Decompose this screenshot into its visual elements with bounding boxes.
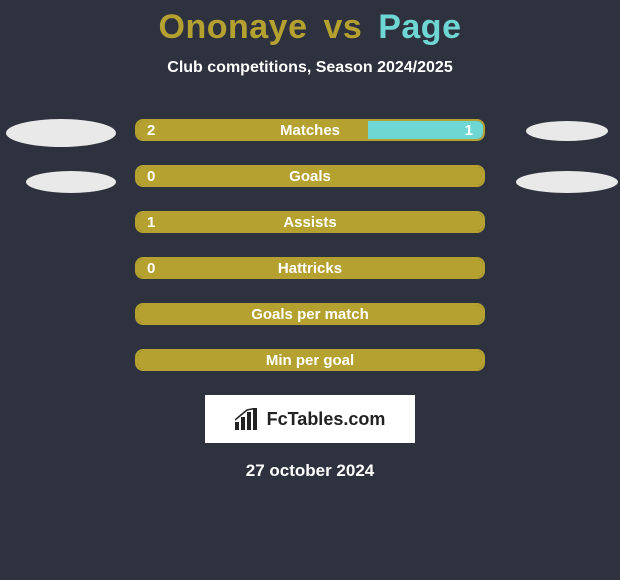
bar-segment <box>368 121 483 139</box>
right-ellipse-2 <box>516 171 618 193</box>
bar-segment <box>137 351 483 369</box>
bar-row: Goals0 <box>135 165 485 187</box>
logo-text: FcTables.com <box>267 409 386 430</box>
bar-row: Assists1 <box>135 211 485 233</box>
logo-box: FcTables.com <box>205 395 415 443</box>
player1-name: Ononaye <box>159 8 308 46</box>
bar-segment <box>137 213 483 231</box>
subtitle: Club competitions, Season 2024/2025 <box>0 59 620 77</box>
bar-chart-icon <box>235 408 261 430</box>
left-ellipse-2 <box>26 171 116 193</box>
player2-name: Page <box>378 8 461 46</box>
bar-row: Goals per match <box>135 303 485 325</box>
date-text: 27 october 2024 <box>0 461 620 481</box>
bar-row: Matches21 <box>135 119 485 141</box>
bar-row: Hattricks0 <box>135 257 485 279</box>
chart-area: Matches21 Goals0 Assists1 Hattricks0 Goals p… <box>0 119 620 371</box>
bar-segment <box>137 259 483 277</box>
right-ellipse-1 <box>526 121 608 141</box>
left-ellipse-1 <box>6 119 116 147</box>
bar-segment <box>137 121 368 139</box>
comparison-title: Ononaye vs Page <box>0 0 620 47</box>
bar-segment <box>137 305 483 323</box>
bar-row: Min per goal <box>135 349 485 371</box>
vs-text: vs <box>323 8 362 46</box>
bars-container: Matches21 Goals0 Assists1 Hattricks0 Goals p… <box>135 119 485 371</box>
bar-segment <box>137 167 483 185</box>
